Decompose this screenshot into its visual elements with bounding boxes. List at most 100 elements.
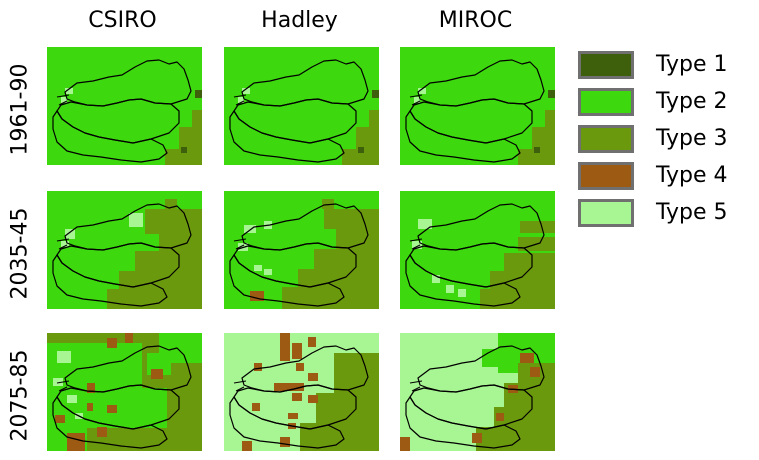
- legend-swatch: [578, 161, 634, 190]
- legend-item-type-1: Type 1: [578, 46, 728, 83]
- river-mouth: [56, 380, 70, 392]
- grid-cell: [336, 229, 379, 249]
- grid-cell: [252, 403, 260, 411]
- grid-cell: [250, 291, 264, 301]
- catchment-outline: [229, 396, 345, 449]
- grid-cell: [296, 363, 304, 371]
- grid-cell: [548, 90, 555, 98]
- grid-cell: [125, 333, 133, 343]
- grid-cell: [520, 353, 534, 363]
- grid-cell: [145, 209, 202, 234]
- catchment-outline: [56, 98, 180, 144]
- grid-cell: [165, 149, 179, 165]
- river-mouth: [233, 238, 247, 250]
- grid-cell: [418, 219, 432, 229]
- map-svg: [400, 333, 555, 451]
- river-mouth: [409, 94, 423, 106]
- grid-cell: [264, 269, 272, 275]
- grid-cell: [107, 405, 117, 413]
- grid-cell: [65, 229, 75, 239]
- grid-cell: [308, 373, 318, 381]
- map-svg: [405, 203, 555, 309]
- map-svg: [405, 59, 555, 165]
- grid-cell: [55, 415, 65, 423]
- grid-cell: [534, 147, 540, 153]
- grid-cell: [195, 90, 202, 98]
- column-label-miroc: MIROC: [438, 8, 513, 33]
- map-hadley-1961-90: [224, 47, 379, 165]
- river-mouth: [409, 238, 423, 250]
- map-csiro-1961-90: [47, 47, 202, 165]
- catchment-outline: [52, 110, 168, 163]
- grid-cell: [280, 333, 290, 361]
- grid-cell: [418, 88, 426, 94]
- legend-label: Type 2: [656, 89, 728, 114]
- grid-cell: [57, 351, 71, 363]
- grid-cell: [288, 413, 298, 419]
- legend-item-type-5: Type 5: [578, 194, 728, 231]
- grid-cell: [65, 88, 73, 94]
- map-hadley-2075-85: [224, 333, 379, 451]
- legend-swatch: [578, 124, 634, 153]
- grid-cell: [432, 275, 440, 283]
- grid-cell: [87, 383, 95, 393]
- grid-cell: [61, 241, 69, 247]
- grid-cell: [369, 110, 379, 165]
- river-mouth: [233, 94, 247, 106]
- map-svg: [224, 333, 379, 451]
- catchment-outline: [405, 110, 521, 163]
- grid-cell: [358, 147, 364, 153]
- legend-item-type-3: Type 3: [578, 120, 728, 157]
- grid-cell: [530, 367, 540, 377]
- legend-item-type-4: Type 4: [578, 157, 728, 194]
- grid-cell: [107, 338, 117, 348]
- river-mouth: [233, 380, 247, 392]
- grid-cell: [67, 395, 77, 403]
- legend: Type 1 Type 2 Type 3 Type 4 Type 5: [578, 46, 728, 231]
- legend-label: Type 5: [656, 200, 728, 225]
- map-svg: [229, 59, 379, 165]
- grid-cell: [292, 393, 302, 401]
- grid-cell: [446, 285, 454, 293]
- grid-cell: [87, 403, 93, 411]
- catchment-outline: [233, 98, 357, 144]
- grid-cell: [532, 127, 546, 165]
- grid-cell: [292, 343, 302, 359]
- map-miroc-2035-45: [400, 191, 555, 309]
- grid-cell: [179, 127, 193, 165]
- catchment-outline: [52, 254, 168, 307]
- map-hadley-2035-45: [224, 191, 379, 309]
- map-csiro-2075-85: [47, 333, 202, 451]
- grid-cell: [314, 249, 379, 271]
- grid-cell: [545, 110, 555, 165]
- legend-swatch: [578, 50, 634, 79]
- grid-cell: [372, 90, 379, 98]
- grid-cell: [192, 110, 202, 165]
- legend-label: Type 3: [656, 126, 728, 151]
- catchment-outline: [52, 396, 168, 449]
- grid-cell: [414, 97, 420, 103]
- grid-cell: [520, 221, 555, 233]
- grid-cell: [412, 241, 422, 249]
- catchment-outline: [405, 254, 521, 307]
- map-svg: [229, 199, 379, 309]
- column-label-csiro: CSIRO: [88, 8, 157, 33]
- grid-cell: [308, 337, 316, 347]
- catchment-outline: [241, 59, 369, 107]
- row-label-1961-90: 1961-90: [7, 63, 33, 155]
- grid-cell: [490, 271, 555, 291]
- grid-cell: [280, 437, 290, 447]
- grid-cell: [151, 369, 163, 379]
- grid-cell: [282, 287, 379, 309]
- catchment-outline: [64, 59, 192, 107]
- grid-cell: [342, 149, 356, 165]
- legend-swatch: [578, 198, 634, 227]
- catchment-outline: [229, 254, 345, 307]
- grid-cell: [324, 209, 379, 229]
- grid-cell: [242, 88, 250, 94]
- grid-cell: [518, 149, 532, 165]
- river-mouth: [56, 94, 70, 106]
- grid-cell: [107, 289, 202, 309]
- grid-cell: [53, 378, 63, 386]
- grid-cell: [129, 213, 143, 227]
